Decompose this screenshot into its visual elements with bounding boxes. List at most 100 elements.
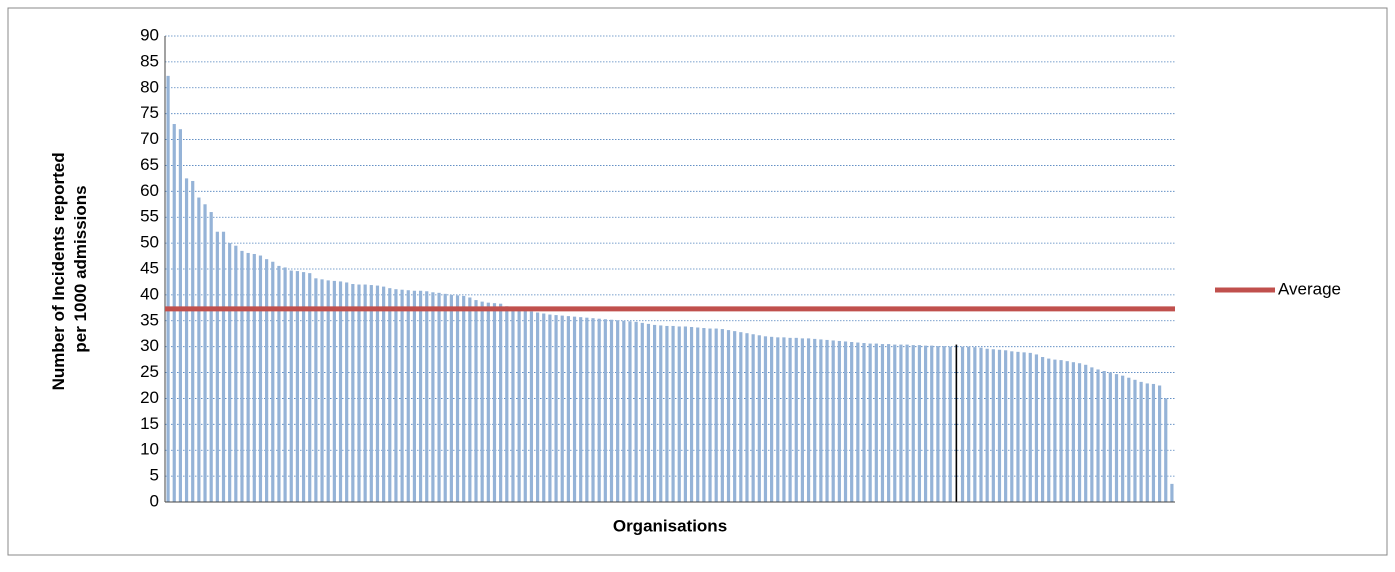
y-tick-label: 60 [140,181,159,200]
bar [1090,367,1094,502]
bar [486,302,490,502]
bar [788,337,792,502]
bar [166,75,170,502]
bar [215,231,219,502]
bar [351,284,355,502]
bar [942,346,946,502]
bar [665,325,669,502]
y-tick-label: 25 [140,362,159,381]
y-tick-label: 5 [150,466,159,485]
bar [265,259,269,502]
y-tick-label: 85 [140,51,159,70]
bar [825,339,829,502]
bar [1158,385,1162,502]
bar [1047,358,1051,502]
bar [314,278,318,502]
bar [277,265,281,502]
y-tick-label: 90 [140,25,159,44]
y-tick-label: 55 [140,207,159,226]
bar [856,342,860,502]
bar [425,291,429,502]
bar [955,344,958,502]
bar [905,344,909,502]
bar [579,317,583,502]
bar [178,129,182,502]
bar [1053,359,1057,502]
bar [474,300,478,502]
bar [714,328,718,502]
bar [209,212,213,503]
y-tick-label: 40 [140,284,159,303]
bar [492,303,497,502]
bar [653,324,657,502]
bar [985,348,989,502]
bar [1127,377,1131,502]
bar [800,338,805,502]
bar [468,297,472,502]
bar [455,295,460,502]
bar [609,319,614,502]
bar [406,290,410,502]
bar [597,318,601,502]
bar [511,307,515,502]
bar [548,314,552,502]
bar [400,289,404,502]
bar [806,338,811,502]
bar [911,345,915,502]
y-tick-label: 10 [140,440,159,459]
bar [997,349,1002,502]
bar [412,290,417,502]
bar [369,285,373,502]
bar [394,289,398,502]
bar [1004,350,1008,502]
bar [776,337,780,502]
bar [1010,351,1014,502]
bar [240,250,244,502]
bar [770,336,774,502]
bar [295,271,300,502]
bar [1071,362,1075,502]
bar [252,253,256,502]
bar [696,327,700,502]
bar [659,325,663,502]
bar [320,279,324,502]
bar [745,333,749,502]
bar [326,280,330,502]
bar [733,331,737,502]
bar [622,320,626,502]
bar [505,306,509,502]
bar [271,261,275,502]
bar [338,281,343,502]
y-tick-label: 65 [140,155,159,174]
bar [418,290,423,502]
bar [1139,381,1143,502]
bar [283,267,287,502]
bar [388,288,392,502]
bar [228,243,232,502]
bar [1016,351,1020,502]
y-tick-label: 0 [150,491,159,510]
bar [930,345,934,502]
bar [246,252,250,502]
y-axis-title: Number of Incidents reported per 1000 ad… [49,148,90,391]
bar [726,330,731,502]
bar [874,343,878,502]
bar [449,294,453,502]
bar [1145,383,1149,502]
bar [850,342,854,502]
bar [301,272,306,502]
bar [542,313,546,502]
bar [763,336,768,502]
bar [258,255,263,502]
bar [973,347,977,502]
bar [1028,352,1032,502]
bar [893,344,897,502]
bar [887,344,891,502]
bar [499,303,503,502]
bar [880,344,885,502]
bar [634,321,638,502]
bar [671,325,675,502]
bar [1040,357,1045,502]
bar [979,347,983,502]
